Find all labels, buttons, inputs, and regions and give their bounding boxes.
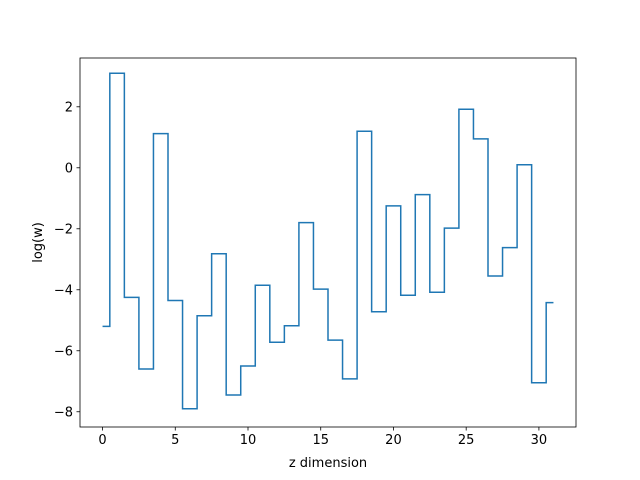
x-tick-label: 30 [531, 433, 548, 448]
y-tick-label: −6 [54, 344, 73, 359]
y-axis-ticks: −8 −6 −4 −2 0 2 [54, 100, 80, 420]
x-tick-label: 10 [240, 433, 257, 448]
y-tick-label: 0 [65, 161, 73, 176]
x-tick-label: 20 [385, 433, 402, 448]
series-line [102, 72, 554, 410]
x-tick-label: 0 [98, 433, 106, 448]
y-tick-label: −2 [54, 222, 73, 237]
y-axis-label: log(w) [31, 222, 46, 263]
x-axis-label: z dimension [289, 456, 367, 471]
y-tick-label: 2 [65, 100, 73, 115]
x-tick-label: 25 [458, 433, 475, 448]
x-tick-label: 15 [312, 433, 329, 448]
y-tick-label: −4 [54, 283, 73, 298]
axes-frame [79, 57, 577, 428]
x-tick-label: 5 [171, 433, 179, 448]
y-tick-label: −8 [54, 405, 73, 420]
plot-area [102, 72, 554, 410]
x-axis-ticks: 0 5 10 15 20 25 30 [98, 427, 547, 448]
